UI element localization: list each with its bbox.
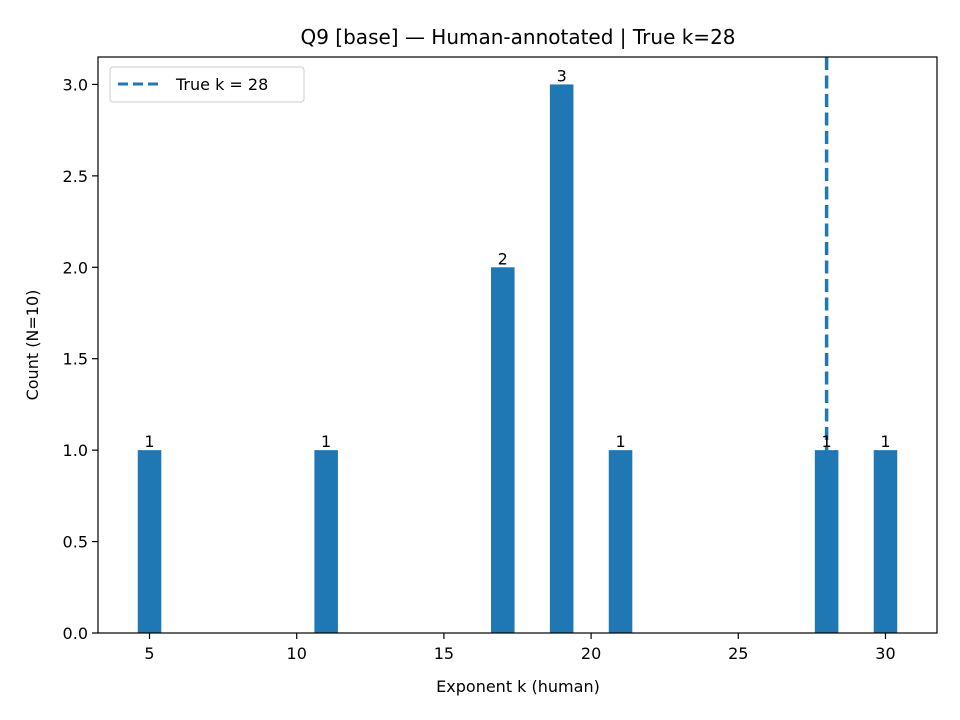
plot-frame (97, 56, 938, 634)
x-tick-label: 20 (581, 644, 601, 663)
bar-value-label-21: 1 (615, 432, 625, 451)
x-tick-label: 25 (728, 644, 748, 663)
y-tick-label: 3.0 (63, 75, 88, 94)
y-axis-label: Count (N=10) (23, 290, 42, 401)
x-tick-label: 10 (287, 644, 307, 663)
y-tick-label: 1.0 (63, 441, 88, 460)
bar-value-label-11: 1 (321, 432, 331, 451)
y-tick-label: 2.5 (63, 167, 88, 186)
bar-19 (549, 84, 574, 633)
legend-label: True k = 28 (175, 75, 268, 94)
bar-value-label-5: 1 (144, 432, 154, 451)
bar-17 (491, 267, 515, 633)
x-tick-label: 30 (875, 644, 895, 663)
y-tick-label: 0.5 (63, 533, 88, 552)
y-axis: 0.0 0.5 1.0 1.5 2.0 2.5 3.0 (63, 75, 98, 643)
bar-value-label-28: 1 (822, 432, 832, 451)
bar-5 (137, 450, 162, 633)
chart-title: Q9 [base] — Human-annotated | True k=28 (300, 25, 735, 49)
x-tick-label: 5 (144, 644, 154, 663)
bar-value-label-17: 2 (498, 249, 508, 268)
bar-30 (873, 450, 898, 633)
bar-11 (314, 450, 338, 633)
y-tick-label: 2.0 (63, 258, 88, 277)
legend: True k = 28 (109, 66, 305, 103)
bar-21 (608, 450, 633, 633)
legend-box (109, 66, 305, 103)
plot-area: 1 1 2 3 1 1 1 (137, 57, 898, 633)
x-tick-label: 15 (434, 644, 454, 663)
y-tick-label: 0.0 (63, 624, 88, 643)
x-axis-label: Exponent k (human) (436, 677, 600, 696)
y-tick-label: 1.5 (63, 350, 88, 369)
bar-value-label-30: 1 (880, 432, 890, 451)
bar-value-label-19: 3 (557, 66, 567, 85)
x-axis: 5 10 15 20 25 30 (144, 633, 896, 663)
